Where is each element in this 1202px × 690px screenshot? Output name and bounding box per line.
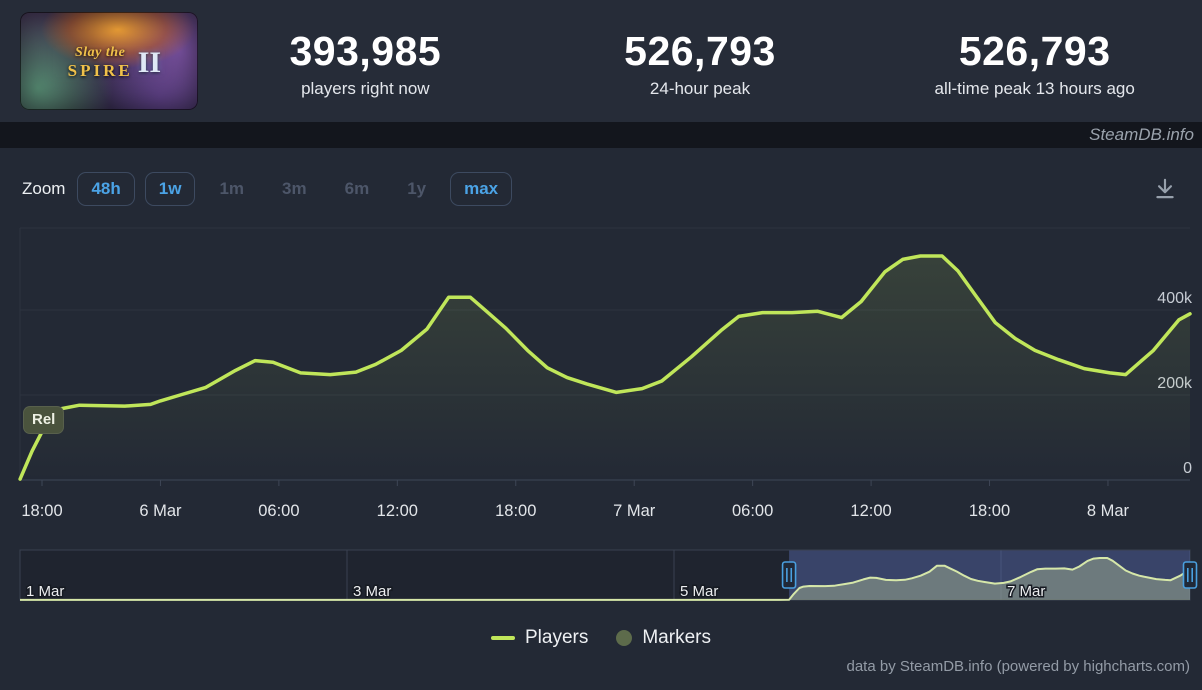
chart-toolbar: Zoom 48h 1w 1m 3m 6m 1y max xyxy=(22,170,1180,208)
steamdb-watermark: SteamDB.info xyxy=(1089,125,1194,144)
x-axis-label: 12:00 xyxy=(377,502,418,520)
markers-circle-swatch xyxy=(616,630,633,646)
navigator-series-line xyxy=(20,557,1191,601)
download-icon xyxy=(1156,178,1174,199)
zoom-label: Zoom xyxy=(22,179,66,198)
players-series-line[interactable] xyxy=(18,254,1192,481)
peak-alltime-value: 526,793 xyxy=(958,27,1111,74)
chart-legend: Players Markers xyxy=(0,620,1202,656)
x-axis-label: 18:00 xyxy=(495,502,536,520)
x-axis-label: 06:00 xyxy=(258,502,299,520)
players-line-swatch xyxy=(491,636,515,640)
navigator-date-label: 3 Mar xyxy=(353,583,391,600)
credits-text: data by SteamDB.info (powered by highcha… xyxy=(846,658,1191,675)
header-band xyxy=(0,0,1202,122)
range-button-6m: 6m xyxy=(331,172,384,206)
peak-24h-label: 24-hour peak xyxy=(649,78,751,98)
x-axis-label: 8 Mar xyxy=(1087,502,1130,520)
x-axis-label: 18:00 xyxy=(21,502,62,520)
stat-24h-peak: 526,793 24-hour peak xyxy=(533,0,868,122)
range-button-3m: 3m xyxy=(268,172,321,206)
peak-24h-value: 526,793 xyxy=(624,27,776,74)
range-selector: 48h 1w 1m 3m 6m 1y max xyxy=(77,172,513,206)
current-players-value: 393,985 xyxy=(289,27,442,74)
game-title-art: Slay the SPIRE II xyxy=(68,45,161,81)
legend-players-label: Players xyxy=(525,627,589,648)
x-axis-label: 6 Mar xyxy=(139,502,182,520)
players-series-area xyxy=(20,256,1191,480)
range-button-1w[interactable]: 1w xyxy=(144,172,196,206)
peak-alltime-label: all-time peak 13 hours ago xyxy=(934,78,1135,98)
game-title-line1: Slay the xyxy=(75,44,126,60)
x-axis-label: 12:00 xyxy=(850,502,891,520)
legend-markers-label: Markers xyxy=(642,627,711,648)
range-button-48h[interactable]: 48h xyxy=(77,172,135,206)
range-button-1y: 1y xyxy=(393,172,440,206)
navigator-date-label: 1 Mar xyxy=(26,583,64,600)
player-stats: 393,985 players right now 526,793 24-hou… xyxy=(198,0,1202,122)
navigator-handle-right[interactable] xyxy=(1182,561,1198,589)
legend-item-players[interactable]: Players xyxy=(491,627,588,649)
y-axis-label: 400k xyxy=(1157,290,1193,307)
game-title-numeral: II xyxy=(137,45,162,79)
header: Slay the SPIRE II 393,985 players right … xyxy=(0,0,1202,122)
navigator-series-area xyxy=(20,558,1190,600)
range-button-1m: 1m xyxy=(205,172,258,206)
download-button[interactable] xyxy=(1150,174,1180,204)
x-axis-label: 18:00 xyxy=(969,502,1010,520)
stat-current-players: 393,985 players right now xyxy=(198,0,533,122)
x-axis-label: 06:00 xyxy=(732,502,773,520)
range-button-max[interactable]: max xyxy=(450,172,513,206)
watermark-strip xyxy=(0,122,1202,148)
current-players-label: players right now xyxy=(301,78,430,98)
release-marker-badge[interactable]: Rel xyxy=(23,406,65,434)
game-capsule-image[interactable]: Slay the SPIRE II xyxy=(20,12,198,110)
x-axis-label: 7 Mar xyxy=(613,502,656,520)
stat-alltime-peak: 526,793 all-time peak 13 hours ago xyxy=(867,0,1202,122)
navigator-handle-left[interactable] xyxy=(781,561,797,589)
navigator-date-label: 7 Mar xyxy=(1007,583,1045,600)
legend-item-markers[interactable]: Markers xyxy=(616,627,711,649)
game-title-line2: SPIRE xyxy=(67,60,133,80)
navigator-selection[interactable] xyxy=(789,550,1190,600)
navigator-date-label: 5 Mar xyxy=(680,583,718,600)
